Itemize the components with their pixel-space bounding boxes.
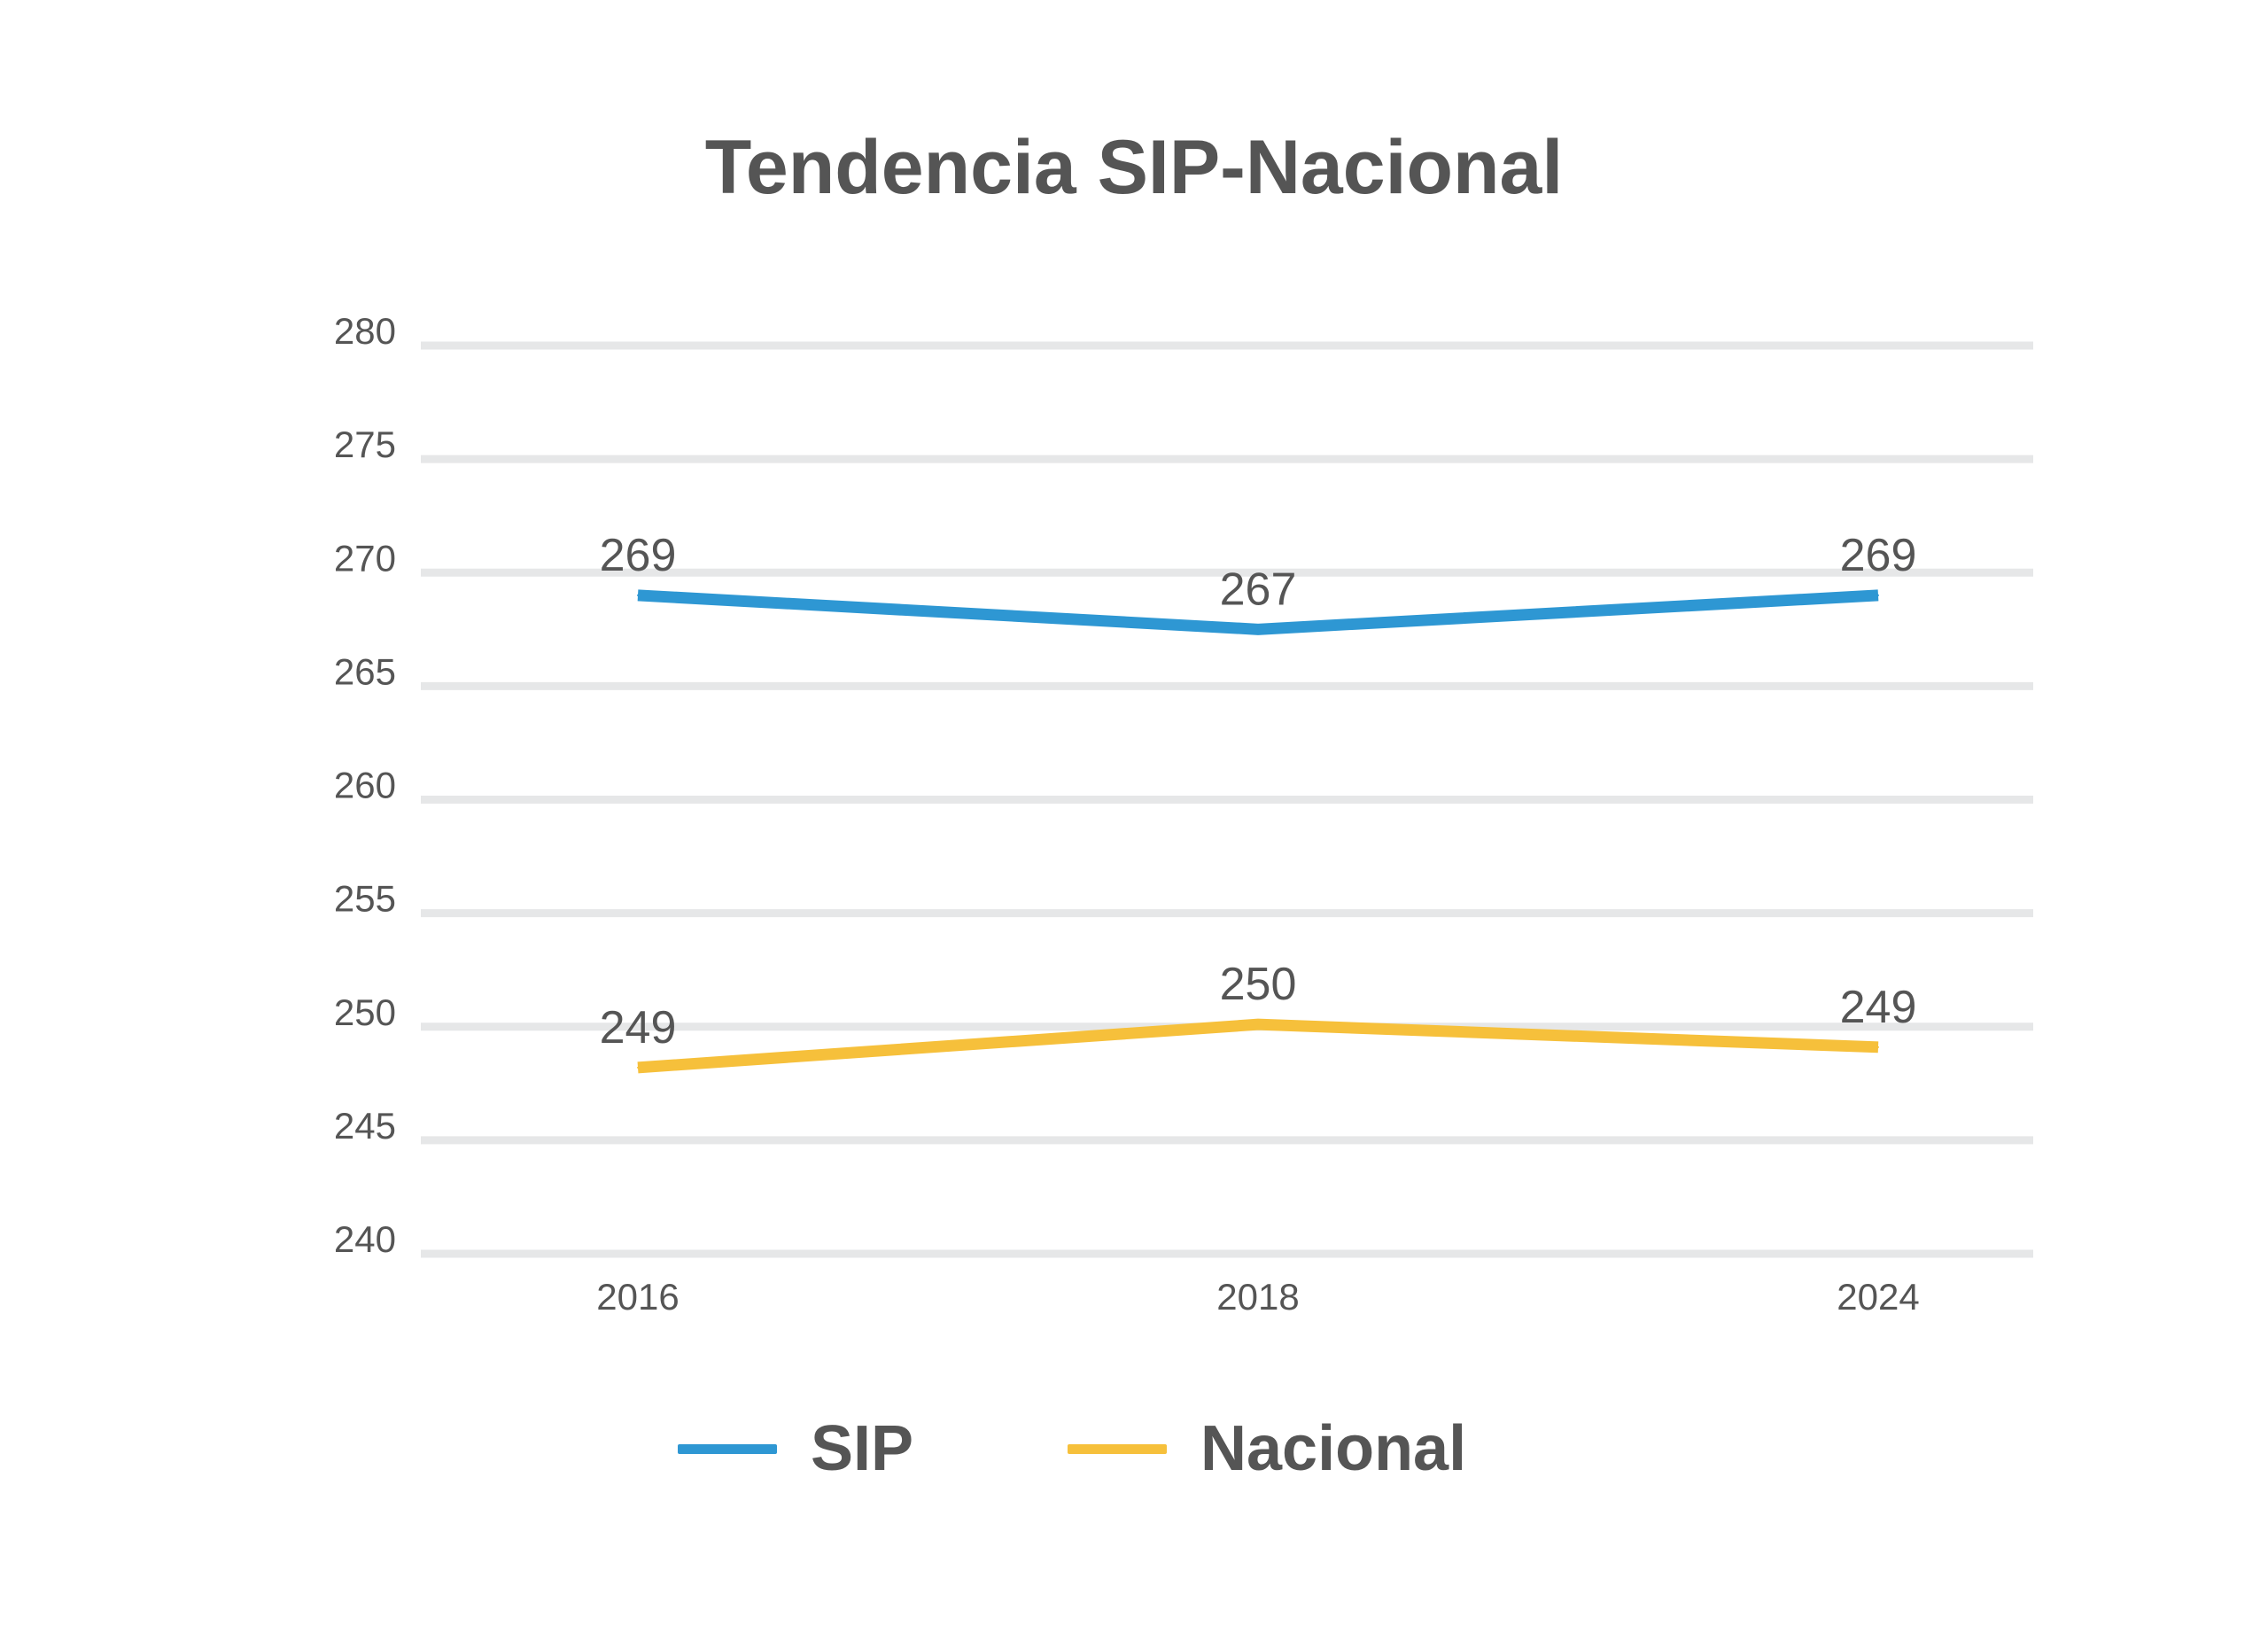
data-label-sip: 267 xyxy=(1220,564,1297,615)
gridlines xyxy=(421,341,2033,1258)
data-point-nacional xyxy=(1257,1023,1259,1026)
y-tick-label: 280 xyxy=(334,310,396,352)
y-axis-ticks: 280 275 270 265 260 255 250 245 240 xyxy=(334,310,396,1260)
data-point-nacional xyxy=(1877,1046,1879,1048)
data-point-sip xyxy=(1257,628,1259,631)
y-tick-label: 245 xyxy=(334,1105,396,1147)
data-point-sip xyxy=(637,594,639,596)
data-label-nacional: 249 xyxy=(600,1002,677,1054)
legend-item-sip[interactable]: SIP xyxy=(678,1400,913,1497)
data-label-sip: 269 xyxy=(1840,530,1917,581)
y-tick-label: 265 xyxy=(334,650,396,692)
legend-swatch-nacional xyxy=(1068,1443,1167,1454)
legend-label-nacional: Nacional xyxy=(1200,1413,1467,1484)
y-tick-label: 260 xyxy=(334,765,396,806)
data-label-nacional: 249 xyxy=(1840,982,1917,1033)
x-axis-ticks: 2016 2018 2024 xyxy=(596,1276,1919,1318)
y-tick-label: 270 xyxy=(334,537,396,579)
y-tick-label: 275 xyxy=(334,424,396,465)
series-lines xyxy=(637,589,1879,1074)
data-label-nacional: 250 xyxy=(1220,959,1297,1010)
x-tick-label: 2018 xyxy=(1216,1276,1299,1318)
series-line-nacional xyxy=(637,1018,1879,1074)
y-tick-label: 240 xyxy=(334,1218,396,1260)
legend: SIP Nacional xyxy=(0,1400,2268,1497)
y-tick-label: 255 xyxy=(334,878,396,920)
y-tick-label: 250 xyxy=(334,991,396,1033)
chart-title: Tendencia SIP-Nacional xyxy=(704,125,1564,210)
legend-swatch-sip xyxy=(678,1443,777,1454)
legend-label-sip: SIP xyxy=(811,1413,914,1484)
data-point-sip xyxy=(1877,594,1879,596)
legend-item-nacional[interactable]: Nacional xyxy=(1068,1400,1466,1497)
x-tick-label: 2024 xyxy=(1837,1276,1919,1318)
data-point-nacional xyxy=(637,1066,639,1069)
data-label-sip: 269 xyxy=(600,530,677,581)
x-tick-label: 2016 xyxy=(596,1276,679,1318)
data-labels: 269 267 269 249 250 249 xyxy=(600,530,1917,1054)
